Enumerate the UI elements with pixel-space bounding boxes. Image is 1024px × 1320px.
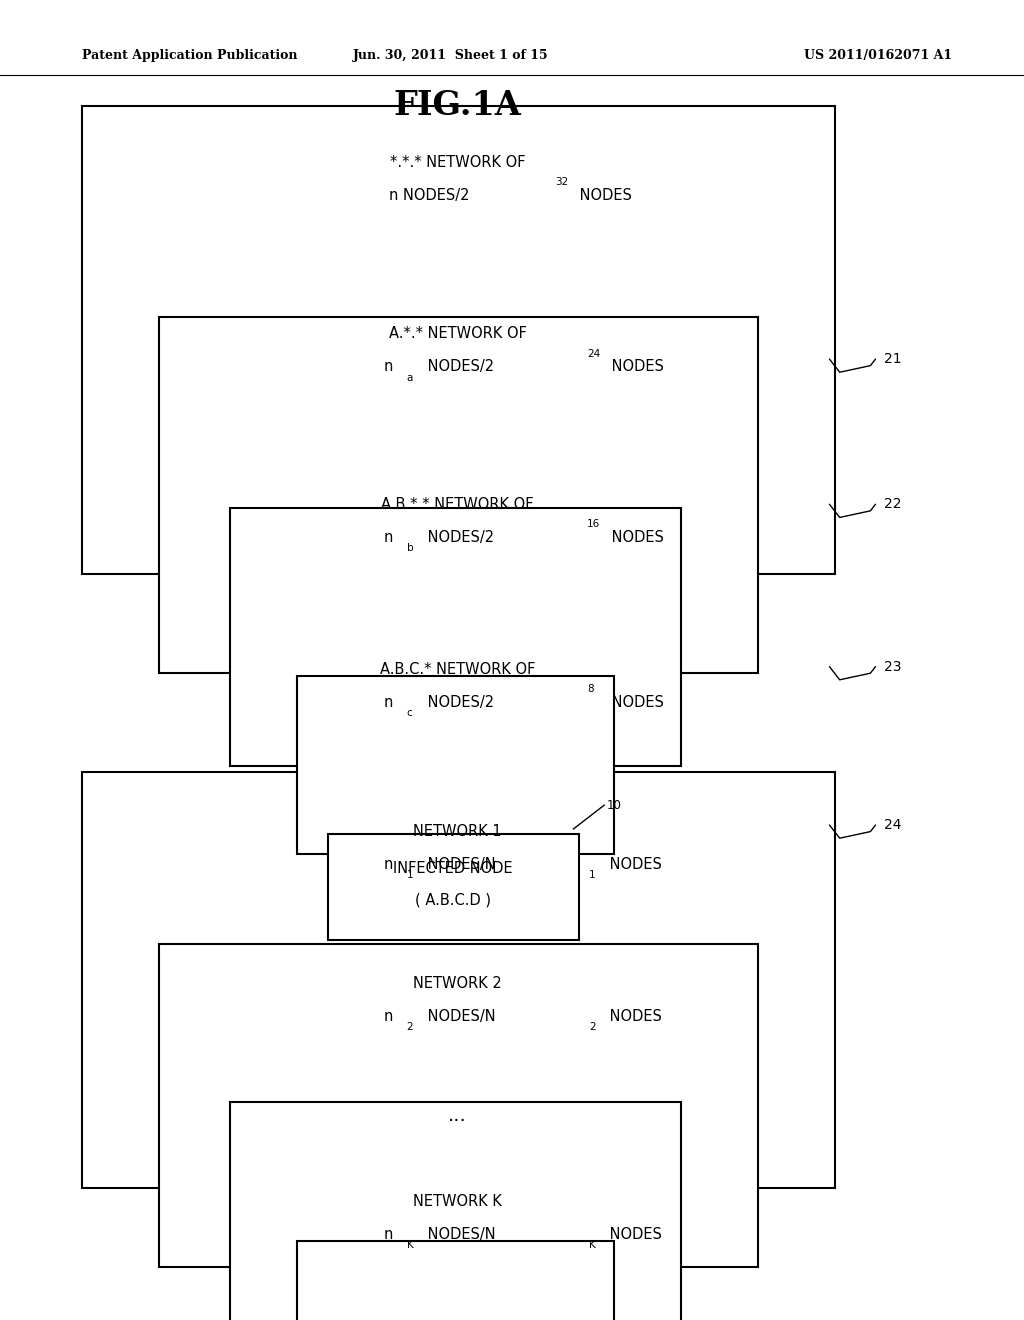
Text: A.B.C.* NETWORK OF: A.B.C.* NETWORK OF [380, 661, 536, 677]
Bar [230, 508, 681, 766]
Text: NODES/2: NODES/2 [423, 359, 494, 375]
Text: FIG.1B: FIG.1B [392, 694, 523, 726]
Bar [328, 834, 579, 940]
Text: NODES/N: NODES/N [423, 1008, 496, 1024]
Text: NETWORK 2: NETWORK 2 [414, 975, 502, 991]
Text: NODES: NODES [575, 187, 633, 203]
Text: NODES: NODES [605, 1226, 663, 1242]
Text: 2: 2 [589, 1022, 595, 1032]
Text: 23: 23 [884, 660, 901, 673]
Text: NODES/N: NODES/N [423, 857, 496, 873]
Text: K: K [589, 1239, 596, 1250]
Text: 1: 1 [407, 870, 413, 880]
Text: A.B.*.* NETWORK OF: A.B.*.* NETWORK OF [382, 496, 534, 512]
Bar [82, 772, 835, 1188]
Text: NETWORK 1: NETWORK 1 [414, 824, 502, 840]
Bar [159, 317, 758, 673]
Text: 24: 24 [587, 348, 600, 359]
Text: 16: 16 [587, 519, 600, 529]
Text: 21: 21 [884, 352, 901, 366]
Text: NETWORK K: NETWORK K [414, 1193, 502, 1209]
Bar [230, 1102, 681, 1320]
Text: NODES/2: NODES/2 [423, 529, 494, 545]
Text: ...: ... [449, 1106, 467, 1125]
Text: n: n [384, 1226, 393, 1242]
Text: b: b [407, 543, 413, 553]
Text: 8: 8 [587, 684, 593, 694]
Text: ( A.B.C.D ): ( A.B.C.D ) [415, 892, 490, 908]
Text: 22: 22 [884, 498, 901, 511]
Text: 24: 24 [884, 818, 901, 832]
Text: INFECTED NODE: INFECTED NODE [393, 861, 512, 876]
Text: K: K [407, 1239, 414, 1250]
Text: NODES: NODES [607, 359, 665, 375]
Text: n NODES/2: n NODES/2 [389, 187, 470, 203]
Text: 1: 1 [589, 870, 595, 880]
Text: A.*.* NETWORK OF: A.*.* NETWORK OF [389, 326, 526, 342]
Text: 10: 10 [606, 799, 622, 812]
Text: a: a [407, 372, 413, 383]
Text: *.*.* NETWORK OF: *.*.* NETWORK OF [390, 154, 525, 170]
Text: n: n [384, 1008, 393, 1024]
Bar [297, 676, 614, 854]
Text: 32: 32 [555, 177, 568, 187]
Text: NODES: NODES [607, 694, 665, 710]
Bar [297, 1241, 614, 1320]
Text: NODES: NODES [605, 1008, 663, 1024]
Text: n: n [384, 359, 393, 375]
Bar [82, 106, 835, 574]
Text: NODES: NODES [607, 529, 665, 545]
Text: 2: 2 [407, 1022, 413, 1032]
Text: NODES: NODES [605, 857, 663, 873]
Text: NODES/N: NODES/N [423, 1226, 496, 1242]
Text: n: n [384, 694, 393, 710]
Text: Jun. 30, 2011  Sheet 1 of 15: Jun. 30, 2011 Sheet 1 of 15 [352, 49, 549, 62]
Text: US 2011/0162071 A1: US 2011/0162071 A1 [804, 49, 952, 62]
Bar [159, 944, 758, 1267]
Text: c: c [407, 708, 413, 718]
Text: NODES/2: NODES/2 [423, 694, 494, 710]
Text: FIG.1A: FIG.1A [394, 88, 521, 121]
Text: n: n [384, 529, 393, 545]
Text: n: n [384, 857, 393, 873]
Text: Patent Application Publication: Patent Application Publication [82, 49, 297, 62]
